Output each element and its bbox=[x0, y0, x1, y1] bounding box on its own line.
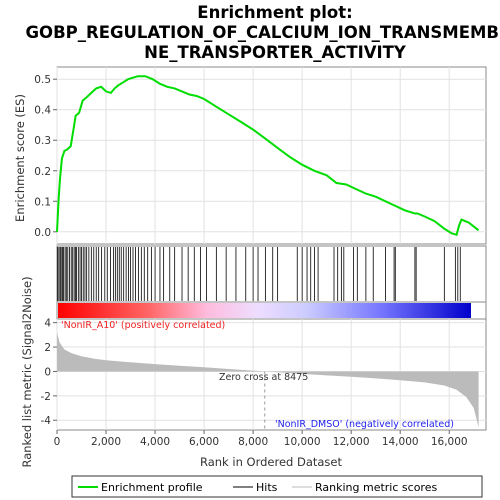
x-tick-label: 8,000 bbox=[238, 436, 268, 448]
metric-y-tick-label: 2 bbox=[44, 342, 51, 354]
zero-cross-label: Zero cross at 8475 bbox=[219, 372, 308, 383]
positive-correlation-label: 'NonIR_A10' (positively correlated) bbox=[61, 320, 225, 331]
rank-color-bar bbox=[58, 303, 471, 318]
x-tick-label: 0 bbox=[54, 436, 61, 448]
legend-label-enrichment-profile: Enrichment profile bbox=[101, 481, 203, 494]
es-y-tick-label: 0.5 bbox=[34, 74, 51, 86]
x-tick-label: 10,000 bbox=[284, 436, 321, 448]
x-tick-label: 12,000 bbox=[333, 436, 370, 448]
chart-title-line-1: Enrichment plot: bbox=[197, 3, 352, 22]
es-plot-frame bbox=[56, 66, 487, 245]
es-y-axis-label: Enrichment score (ES) bbox=[13, 94, 27, 222]
x-tick-label: 14,000 bbox=[382, 436, 419, 448]
negative-correlation-label: 'NonIR_DMSO' (negatively correlated) bbox=[275, 419, 454, 430]
x-tick-label: 4,000 bbox=[140, 436, 170, 448]
x-tick-label: 16,000 bbox=[431, 436, 468, 448]
hits-panel bbox=[56, 245, 487, 303]
legend: Enrichment profile Hits Ranking metric s… bbox=[71, 475, 483, 498]
metric-x-ticks: 0 2,000 4,000 6,000 8,000 10,000 12,000 14,000 1… bbox=[54, 430, 468, 448]
x-tick-label: 6,000 bbox=[189, 436, 219, 448]
metric-y-tick-label: -2 bbox=[41, 391, 51, 403]
legend-label-hits: Hits bbox=[256, 481, 278, 494]
metric-y-tick-label: 4 bbox=[44, 318, 51, 330]
metric-y-tick-label: -4 bbox=[41, 415, 52, 427]
legend-label-ranking-metric: Ranking metric scores bbox=[315, 481, 437, 494]
x-axis-label: Rank in Ordered Dataset bbox=[200, 455, 343, 469]
metric-y-axis-label: Ranked list metric (Signal2Noise) bbox=[20, 276, 34, 467]
es-y-tick-label: 0.3 bbox=[34, 135, 51, 147]
legend-box bbox=[71, 475, 483, 498]
chart-title-line-2: GOBP_REGULATION_OF_CALCIUM_ION_TRANSMEMB… bbox=[26, 23, 500, 42]
es-y-tick-label: 0.4 bbox=[34, 105, 51, 117]
x-tick-label: 2,000 bbox=[91, 436, 121, 448]
es-y-tick-label: 0.0 bbox=[34, 227, 51, 239]
chart-title-line-3: NE_TRANSPORTER_ACTIVITY bbox=[144, 43, 407, 62]
metric-y-tick-label: 0 bbox=[44, 366, 51, 378]
metric-y-ticks: -4 -2 0 2 4 bbox=[41, 318, 57, 427]
enrichment-profile-line bbox=[56, 75, 480, 237]
es-y-tick-label: 0.1 bbox=[34, 196, 51, 208]
enrichment-profile-panel: 0.0 0.1 0.2 0.3 0.4 0.5 Enrichment score (ES) bbox=[13, 66, 487, 245]
es-y-tick-label: 0.2 bbox=[34, 166, 51, 178]
hit-markers bbox=[57, 247, 461, 301]
es-y-ticks: 0.0 0.1 0.2 0.3 0.4 0.5 bbox=[34, 74, 57, 239]
ranked-metric-panel: -4 -2 0 2 4 0 2,000 4,000 6,000 8,000 10,000 12,00… bbox=[20, 276, 487, 469]
